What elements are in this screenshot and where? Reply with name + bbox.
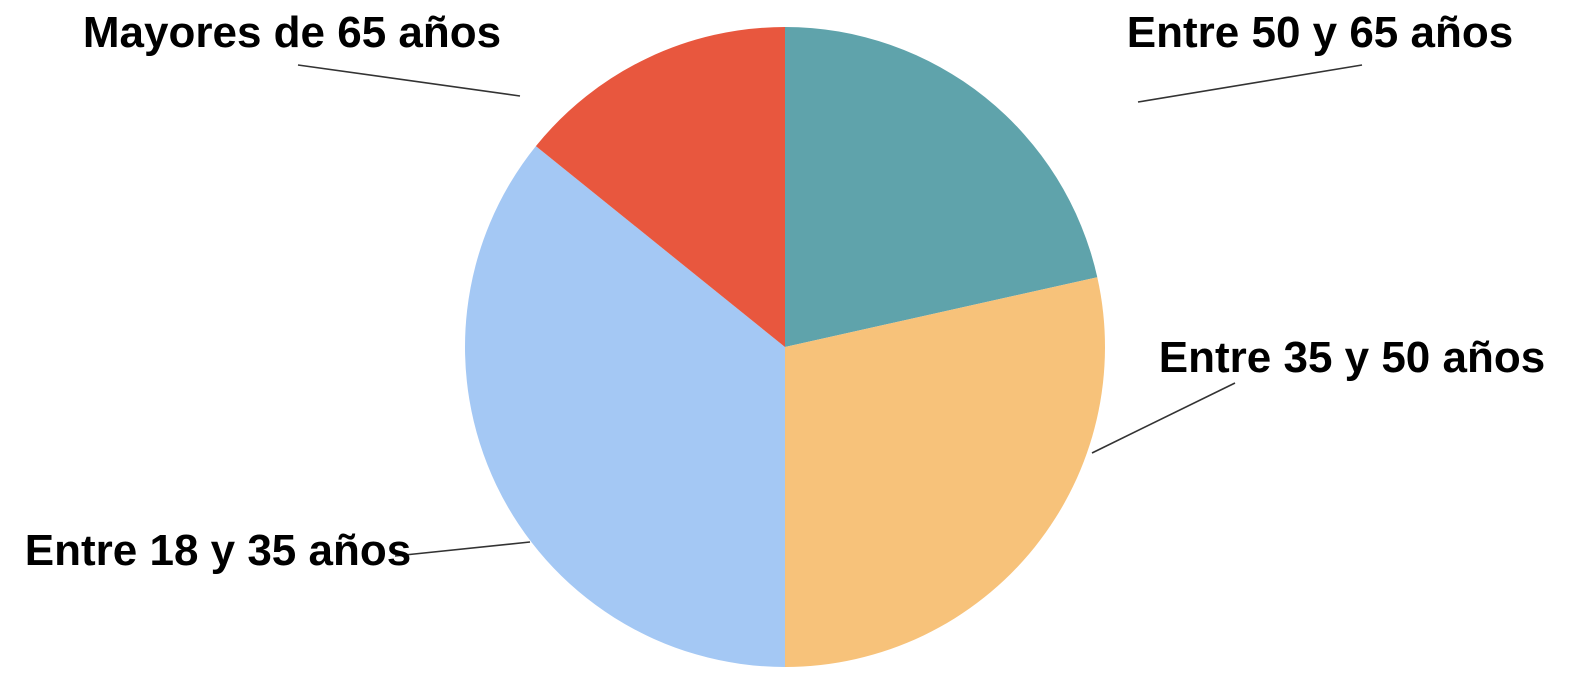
- label-entre-50-y-65: Entre 50 y 65 años: [1127, 8, 1513, 57]
- label-mayores-de-65: Mayores de 65 años: [83, 8, 501, 57]
- pie-slice: [785, 277, 1105, 667]
- pie-slices: [464, 27, 1105, 668]
- pie-slice: [535, 27, 785, 347]
- leader-lines: [297, 64, 1363, 557]
- leader-line: [297, 64, 521, 97]
- label-entre-18-y-35: Entre 18 y 35 años: [25, 526, 411, 575]
- leader-line: [394, 541, 531, 557]
- label-entre-35-y-50: Entre 35 y 50 años: [1159, 333, 1545, 382]
- pie-slice: [464, 146, 785, 668]
- leader-line: [1137, 64, 1363, 103]
- pie-slice: [785, 27, 1098, 347]
- slice-labels: Entre 50 y 65 años Entre 35 y 50 años En…: [25, 8, 1545, 575]
- leader-line: [1091, 382, 1236, 454]
